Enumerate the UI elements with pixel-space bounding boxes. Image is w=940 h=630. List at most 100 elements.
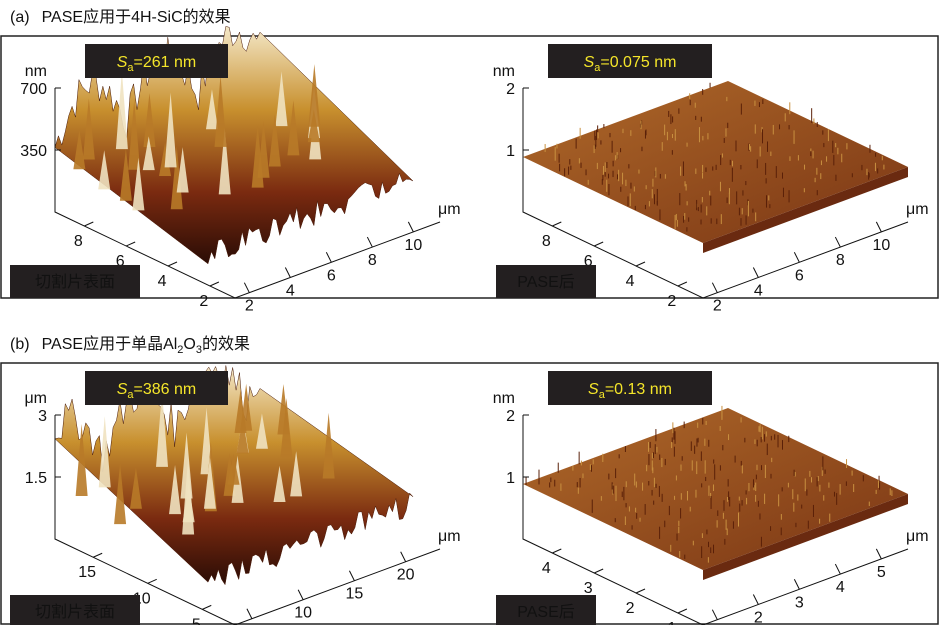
flat-surface (523, 408, 908, 570)
y-tick (678, 282, 687, 286)
x-tick-label: 2 (754, 609, 763, 625)
x-tick-label: 2 (245, 298, 254, 315)
figure: (a)PASE应用于4H-SiC的效果nm700350246810μm8642S… (0, 0, 940, 625)
text-part: =0.075 nm (600, 54, 676, 71)
y-tick (168, 262, 177, 266)
x-tick (794, 252, 799, 262)
x-tick (835, 237, 840, 247)
y-tick (636, 262, 645, 266)
y-tick (202, 605, 211, 609)
x-tick (247, 609, 252, 619)
x-tick (326, 252, 331, 262)
x-tick-label: 10 (872, 237, 890, 254)
text-part: O (183, 336, 195, 353)
x-tick-label: 4 (836, 579, 845, 596)
y-tick-label: 8 (542, 233, 551, 250)
x-tick (712, 283, 717, 293)
text-part: (b) (10, 336, 30, 353)
x-tick (835, 564, 840, 574)
x-tick (712, 610, 717, 620)
x-unit: μm (438, 201, 461, 218)
x-tick (367, 237, 372, 247)
x-tick (794, 579, 799, 589)
text-part: S (117, 54, 128, 71)
z-tick-label: 2 (506, 408, 515, 425)
y-tick-label: 2 (199, 293, 208, 310)
tag-label: PASE后 (517, 603, 575, 621)
text-part: =0.13 nm (605, 381, 672, 398)
text-part: =261 nm (134, 54, 197, 71)
tag-label: 切割片表面 (35, 603, 115, 621)
z-tick-label: 2 (506, 81, 515, 98)
text-part: S (588, 381, 599, 398)
y-tick-label: 2 (626, 600, 635, 617)
y-tick (594, 569, 603, 573)
x-tick (876, 549, 881, 559)
z-unit: μm (24, 390, 47, 407)
x-tick-label: 4 (754, 282, 763, 299)
z-unit: nm (493, 63, 515, 80)
x-tick (876, 222, 881, 232)
y-tick-label: 3 (584, 580, 593, 597)
y-tick-label: 2 (667, 293, 676, 310)
x-unit: μm (438, 528, 461, 545)
z-unit: nm (25, 63, 47, 80)
x-tick-label: 8 (836, 252, 845, 269)
panel-title: (a) PASE应用于4H-SiC的效果 (10, 7, 231, 26)
y-tick (594, 242, 603, 246)
y-tick-label: 15 (78, 564, 96, 581)
z-tick-label: 1.5 (25, 470, 47, 487)
z-tick-label: 3 (38, 408, 47, 425)
x-tick (408, 222, 413, 232)
x-tick (753, 594, 758, 604)
y-tick-label: 1 (667, 620, 676, 625)
x-unit: μm (906, 201, 929, 218)
x-tick-label: 20 (397, 567, 415, 584)
y-tick (210, 282, 219, 286)
tag-label: PASE后 (517, 273, 575, 291)
y-tick (636, 589, 645, 593)
y-tick-label: 5 (192, 616, 201, 625)
text-part: S (117, 381, 128, 398)
y-tick (126, 242, 135, 246)
z-tick-label: 1 (506, 470, 515, 487)
x-tick-label: 6 (795, 267, 804, 284)
text-part: =386 nm (134, 381, 197, 398)
x-tick (244, 283, 249, 293)
x-tick-label: 2 (713, 298, 722, 315)
y-tick (552, 549, 561, 553)
y-tick (552, 222, 561, 226)
x-tick (401, 552, 406, 562)
x-tick-label: 8 (368, 252, 377, 269)
x-tick-label: 10 (294, 605, 312, 622)
text-part: S (584, 54, 595, 71)
x-tick (753, 267, 758, 277)
y-tick-label: 4 (542, 560, 551, 577)
text-part: PASE应用于4H-SiC的效果 (42, 7, 231, 26)
text-part: 的效果 (202, 335, 250, 353)
x-tick-label: 6 (327, 267, 336, 284)
x-tick-label: 5 (877, 564, 886, 581)
y-tick-label: 4 (158, 273, 167, 290)
text-part: PASE应用于单晶Al (42, 334, 178, 353)
z-tick-label: 700 (20, 81, 47, 98)
y-tick-label: 8 (74, 233, 83, 250)
panel-title: (b)PASE应用于单晶Al2O3的效果 (10, 334, 250, 356)
y-tick (148, 579, 157, 583)
x-tick-label: 4 (286, 282, 295, 299)
x-tick (349, 571, 354, 581)
x-unit: μm (906, 528, 929, 545)
z-tick-label: 1 (506, 143, 515, 160)
z-unit: nm (493, 390, 515, 407)
tag-label: 切割片表面 (35, 273, 115, 291)
x-tick (285, 267, 290, 277)
y-tick-label: 4 (626, 273, 635, 290)
x-tick-label: 15 (346, 586, 364, 603)
y-tick (84, 222, 93, 226)
x-tick-label: 3 (795, 594, 804, 611)
y-tick (93, 553, 102, 557)
x-tick-label: 10 (404, 237, 422, 254)
text-part: (a) (10, 9, 30, 26)
y-tick (678, 609, 687, 613)
z-tick-label: 350 (20, 143, 47, 160)
